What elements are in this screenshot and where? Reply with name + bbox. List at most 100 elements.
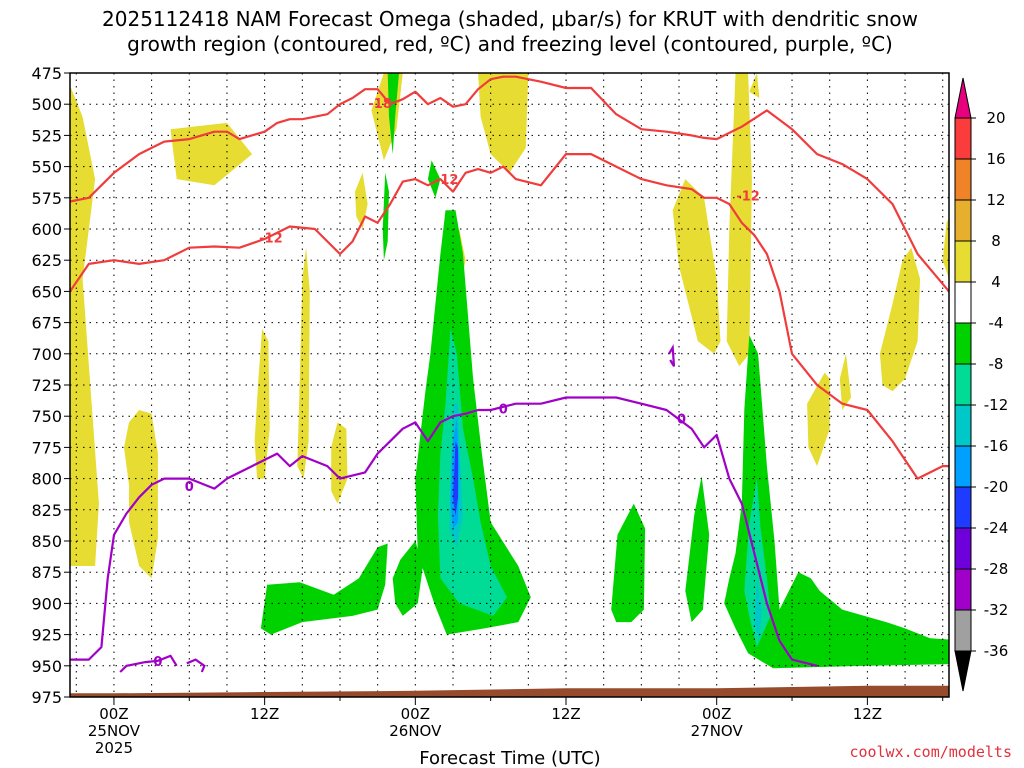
colorbar-label-8: -4 — [989, 314, 1004, 332]
omega-region-5 — [331, 422, 348, 504]
y-tick-label-14: 825 — [31, 501, 62, 520]
y-tick-label-18: 925 — [31, 626, 62, 645]
freezing-level-segment-0 — [119, 654, 178, 673]
x-tick-date-4: 27NOV — [691, 722, 744, 740]
colorbar-swatch-1 — [954, 568, 972, 611]
omega-region-4 — [297, 247, 310, 479]
colorbar-swatch-12 — [954, 117, 972, 160]
colorbar-swatch-6 — [954, 363, 972, 406]
omega-region-6 — [355, 172, 368, 229]
colorbar-swatch-8 — [954, 281, 972, 324]
colorbar: -36 -32 -28 -24 -20 -16 -12 -8 -4 4 8 12 16 20 — [954, 77, 1009, 692]
omega-region-15 — [879, 247, 921, 392]
colorbar-label-11: 12 — [986, 191, 1005, 209]
chart-title-line-1: 2025112418 NAM Forecast Omega (shaded, μ… — [102, 7, 918, 31]
omega-region-13 — [807, 372, 830, 467]
contour-label-0: -18 — [368, 97, 392, 112]
contour-label-1: -12 — [259, 232, 283, 247]
x-tick-label-3: 12Z — [551, 705, 580, 723]
freezing-level-segment-1 — [186, 658, 206, 673]
y-tick-label-12: 775 — [31, 438, 62, 457]
x-tick-label-1: 12Z — [250, 705, 279, 723]
freezing-level-segment-2 — [668, 344, 676, 367]
x-tick-label-2: 00Z — [401, 705, 430, 723]
contour-label-2: -12 — [435, 173, 459, 188]
contour-label-5: 0 — [153, 655, 162, 670]
x-tick-date-0: 25NOV — [88, 722, 141, 740]
colorbar-label-12: 16 — [986, 150, 1005, 168]
y-tick-label-17: 900 — [31, 594, 62, 613]
colorbar-label-1: -32 — [984, 601, 1009, 619]
colorbar-swatch-5 — [954, 404, 972, 447]
chart-title-line-2: growth region (contoured, red, ºC) and f… — [127, 32, 893, 56]
colorbar-extend-low — [954, 650, 972, 692]
y-tick-label-8: 675 — [31, 314, 62, 333]
colorbar-label-0: -36 — [984, 642, 1009, 660]
y-tick-label-4: 575 — [31, 189, 62, 208]
y-tick-label-19: 950 — [31, 657, 62, 676]
omega-region-21 — [427, 160, 441, 198]
colorbar-label-10: 8 — [991, 232, 1001, 250]
y-tick-label-5: 600 — [31, 220, 62, 239]
contour-label-7: 0 — [677, 413, 686, 428]
colorbar-swatch-2 — [954, 527, 972, 570]
omega-region-9 — [478, 73, 529, 173]
omega-region-19 — [387, 73, 399, 155]
y-tick-label-0: 475 — [31, 64, 62, 83]
y-axis: 475 500 525 550 575 600 625 650 675 700 725 750 775 8… — [31, 64, 70, 707]
x-axis-title: Forecast Time (UTC) — [419, 748, 600, 768]
credit-text: coolwx.com/modelts — [849, 743, 1012, 761]
omega-region-10 — [672, 179, 721, 354]
omega-region-27 — [685, 476, 710, 623]
y-tick-label-1: 500 — [31, 95, 62, 114]
plot-area: -18 -12 -12 -12 0 0 0 0 — [70, 73, 949, 697]
y-tick-label-2: 525 — [31, 126, 62, 145]
contour-line-0 — [70, 75, 949, 293]
x-tick-label-5: 12Z — [853, 705, 882, 723]
contour-label-4: 0 — [185, 480, 194, 495]
ground-terrain — [70, 685, 949, 697]
y-tick-label-10: 725 — [31, 376, 62, 395]
omega-region-26 — [611, 503, 646, 623]
y-tick-label-6: 625 — [31, 251, 62, 270]
contour-label-3: -12 — [736, 189, 760, 204]
y-tick-label-15: 850 — [31, 532, 62, 551]
y-tick-label-11: 750 — [31, 407, 62, 426]
omega-region-22 — [260, 543, 388, 635]
grid-lines — [70, 73, 949, 697]
colorbar-swatch-9 — [954, 240, 972, 283]
colorbar-label-13: 20 — [986, 109, 1005, 127]
omega-region-33 — [754, 578, 762, 641]
omega-region-7 — [371, 73, 403, 161]
omega-shading — [70, 73, 949, 669]
colorbar-label-3: -24 — [984, 519, 1009, 537]
contour-label-6: 0 — [499, 403, 508, 418]
omega-region-14 — [839, 353, 852, 410]
contour-lines — [70, 75, 949, 673]
x-tick-label-4: 00Z — [702, 705, 731, 723]
omega-region-0 — [70, 85, 99, 566]
colorbar-swatch-7 — [954, 322, 972, 365]
colorbar-swatch-10 — [954, 199, 972, 242]
omega-region-12 — [749, 73, 760, 98]
y-tick-label-16: 875 — [31, 563, 62, 582]
colorbar-extend-high — [954, 77, 972, 119]
omega-region-29 — [437, 328, 507, 616]
y-tick-label-13: 800 — [31, 470, 62, 489]
colorbar-label-5: -16 — [984, 437, 1009, 455]
x-tick-year-0: 2025 — [95, 739, 133, 757]
contour-labels: -18 -12 -12 -12 0 0 0 0 — [153, 97, 759, 670]
y-tick-label-3: 550 — [31, 158, 62, 177]
y-tick-label-9: 700 — [31, 345, 62, 364]
contour-line-2 — [70, 396, 818, 667]
colorbar-label-2: -28 — [984, 560, 1009, 578]
x-tick-date-2: 26NOV — [389, 722, 442, 740]
omega-region-3 — [254, 328, 270, 479]
colorbar-swatch-11 — [954, 158, 972, 201]
colorbar-label-7: -8 — [989, 355, 1004, 373]
omega-region-20 — [382, 172, 389, 261]
colorbar-swatch-0 — [954, 609, 972, 652]
colorbar-label-9: 4 — [991, 273, 1001, 291]
